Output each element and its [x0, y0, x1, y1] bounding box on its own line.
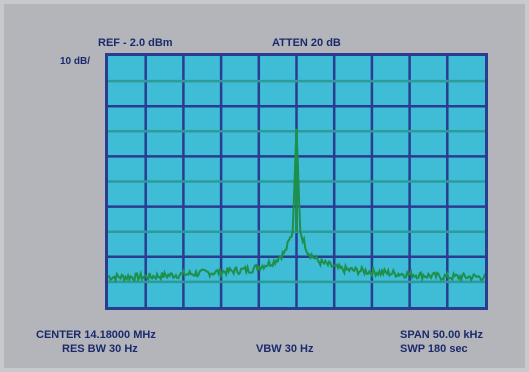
attenuation-label: ATTEN 20 dB	[272, 37, 341, 49]
sweep-time-label: SWP 180 sec	[400, 343, 468, 355]
spectrum-chart	[108, 56, 485, 307]
resolution-bandwidth-label: RES BW 30 Hz	[62, 343, 138, 355]
spectrum-plot	[105, 53, 488, 310]
video-bandwidth-label: VBW 30 Hz	[256, 343, 314, 355]
scale-label: 10 dB/	[60, 56, 91, 67]
ref-level-label: REF - 2.0 dBm	[98, 37, 173, 49]
span-label: SPAN 50.00 kHz	[400, 329, 483, 341]
center-frequency-label: CENTER 14.18000 MHz	[36, 329, 156, 341]
